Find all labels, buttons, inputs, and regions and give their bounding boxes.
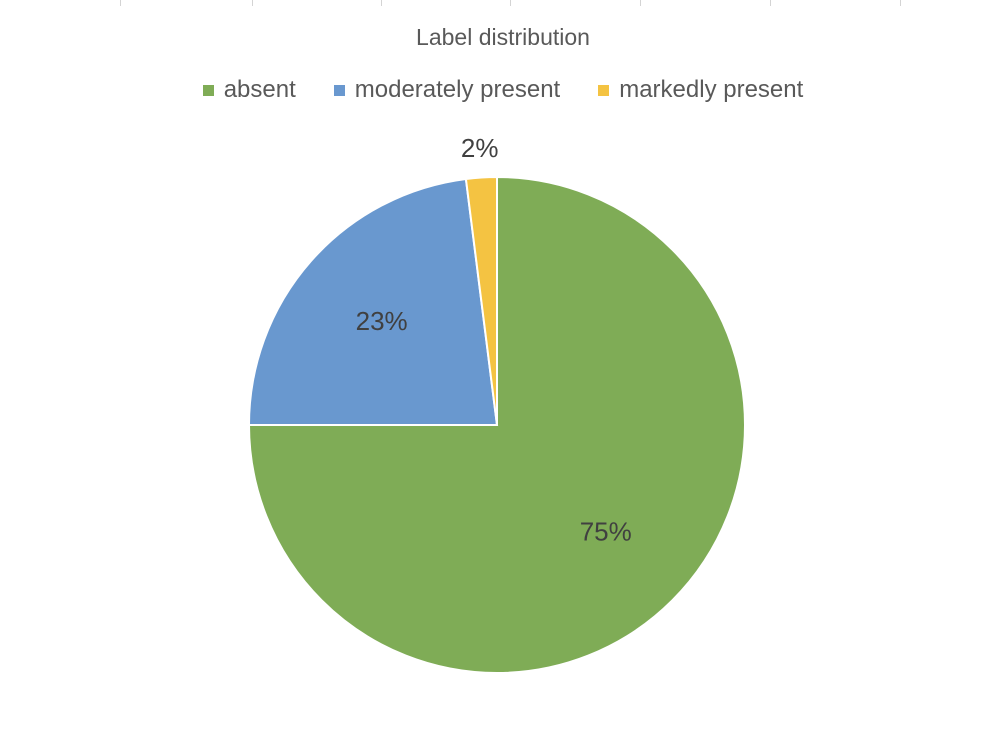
legend-item-absent: absent — [202, 76, 296, 104]
gridline-tick — [510, 0, 511, 6]
legend-label-markedly-present: markedly present — [619, 76, 804, 103]
data-label-markedly-present: 2% — [461, 133, 499, 163]
data-label-moderately-present: 23% — [356, 306, 408, 336]
legend: absent moderately present markedly prese… — [0, 76, 1006, 104]
legend-swatch-moderately-present — [333, 84, 345, 96]
gridline-tick — [381, 0, 382, 6]
gridline-tick — [120, 0, 121, 6]
gridline-tick — [252, 0, 253, 6]
legend-label-moderately-present: moderately present — [354, 76, 561, 103]
pie-slice-markedly-present — [464, 175, 498, 426]
sheet-gridlines — [0, 0, 1006, 6]
gridline-tick — [640, 0, 641, 6]
pie-slice-moderately-present — [247, 177, 499, 426]
legend-item-moderately-present: moderately present — [333, 76, 561, 104]
legend-swatch-markedly-present — [598, 84, 610, 96]
legend-swatch-absent — [202, 84, 214, 96]
legend-label-absent: absent — [223, 76, 296, 103]
chart-title: Label distribution — [416, 24, 590, 50]
gridline-tick — [900, 0, 901, 6]
legend-item-markedly-present: markedly present — [598, 76, 803, 104]
gridline-tick — [770, 0, 771, 6]
data-label-absent: 75% — [580, 517, 632, 547]
